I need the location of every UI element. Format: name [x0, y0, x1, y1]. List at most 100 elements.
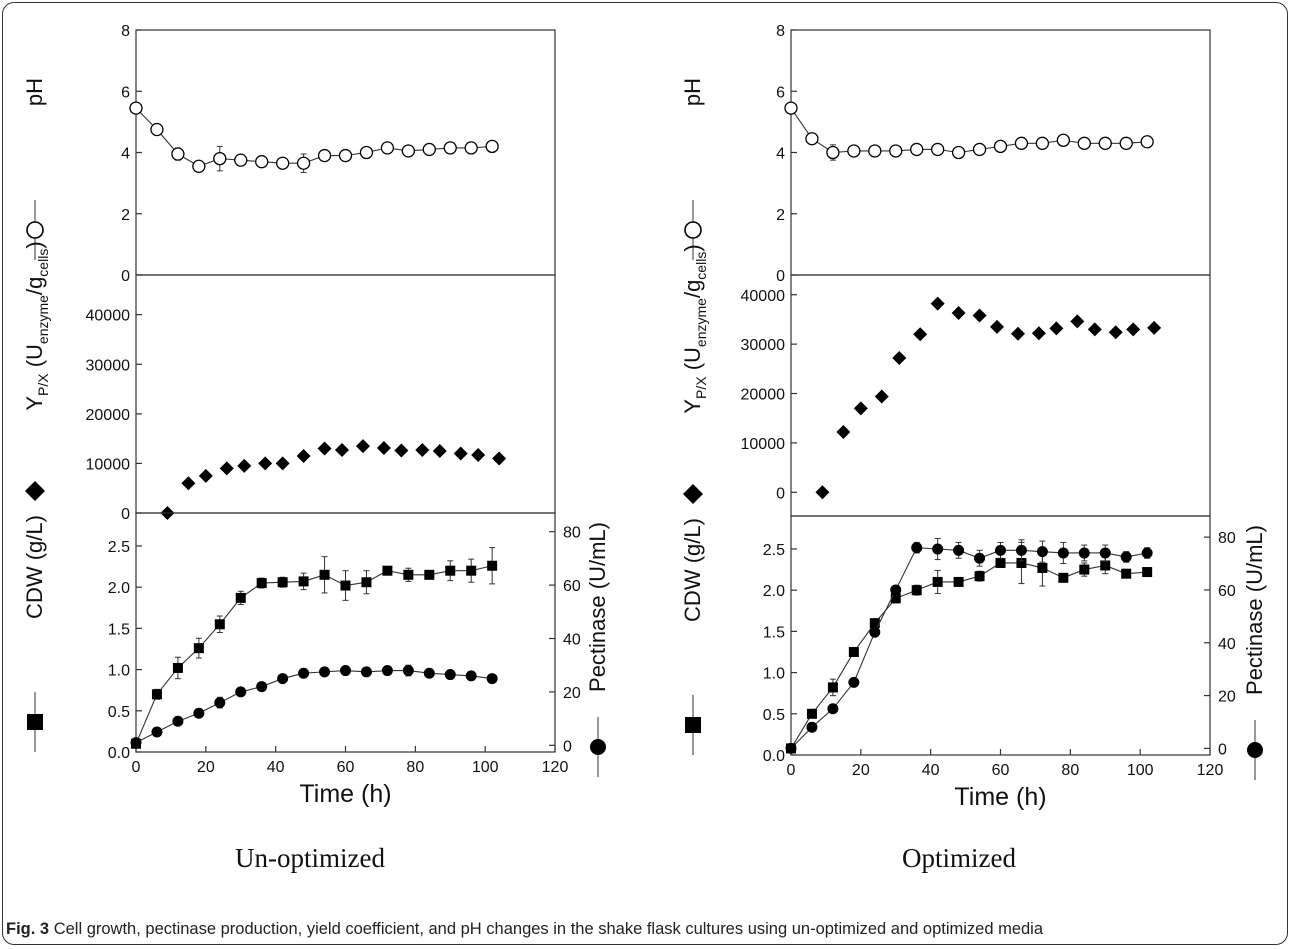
y-tick-label: 0.0 — [108, 745, 130, 762]
x-tick-label: 120 — [1197, 762, 1224, 779]
y-axis-title-ph: pH — [680, 78, 705, 260]
data-point — [1078, 547, 1090, 559]
data-point — [338, 148, 353, 163]
subplot-yield: 0 10000 20000 30000 40000 YP/X (Uenzyme/gcell… — [680, 244, 1211, 517]
y-axis-title: YP/X (Uenzyme/gcells) — [680, 244, 709, 413]
legend-marker — [683, 484, 703, 504]
data-point — [848, 646, 859, 657]
data-point — [869, 626, 881, 638]
y2-tick-label: 40 — [563, 632, 581, 649]
data-point — [1099, 547, 1111, 559]
data-point — [1077, 136, 1091, 150]
y-tick-label: 1.5 — [763, 624, 785, 641]
data-point — [1140, 135, 1154, 149]
panel-label-optimized: Optimized — [902, 843, 1016, 873]
x-tick-label: 20 — [197, 759, 215, 776]
data-point — [298, 576, 309, 587]
caption-label: Fig. 3 — [6, 920, 50, 938]
y-tick-label: 0.5 — [763, 707, 785, 724]
data-point — [1049, 321, 1064, 336]
y-axis-title-part: P/X — [693, 376, 709, 399]
y-axis-title-yield: YP/X (Uenzyme/gcells) — [22, 241, 51, 501]
data-point — [847, 144, 861, 158]
y-tick-label: 8 — [776, 23, 785, 40]
data-point — [237, 458, 252, 473]
series-line — [790, 562, 1148, 749]
data-point — [277, 577, 288, 588]
data-point — [319, 666, 331, 678]
y2-tick-label: 0 — [1218, 741, 1227, 758]
data-point — [913, 327, 928, 342]
plot-frame — [790, 274, 1211, 517]
data-point — [1035, 136, 1050, 150]
data-point — [296, 156, 311, 170]
data-point — [784, 101, 798, 115]
data-point — [361, 577, 372, 588]
data-point — [974, 571, 985, 582]
data-point — [258, 456, 273, 471]
y2-tick-label: 40 — [1218, 636, 1236, 653]
data-point — [401, 144, 416, 158]
series-line — [790, 107, 1148, 154]
y-tick-label: 40000 — [86, 308, 131, 325]
x-tick-label: 80 — [406, 759, 424, 776]
data-point — [471, 447, 486, 462]
y2-axis-title-group: Pectinase (U/mL) — [585, 522, 610, 777]
data-point — [234, 153, 248, 167]
y-axis-title-growth: CDW (g/L) — [680, 518, 705, 755]
data-point — [972, 308, 987, 323]
data-point — [465, 670, 477, 682]
data-point — [1070, 314, 1085, 329]
y-axis-title-yield: YP/X (Uenzyme/gcells) — [680, 244, 709, 504]
x-tick-label: 60 — [992, 762, 1010, 779]
y-axis-title-part: P/X — [35, 373, 51, 396]
data-point — [868, 144, 882, 158]
y-axis-title-part: ) — [680, 244, 705, 251]
data-point — [340, 580, 351, 591]
legend-marker — [27, 714, 43, 730]
data-point — [827, 682, 838, 693]
data-point — [466, 565, 477, 576]
y-axis-title: CDW (g/L) — [22, 515, 47, 619]
data-point — [360, 666, 372, 678]
data-point — [853, 401, 868, 416]
data-point — [1126, 322, 1141, 337]
y2-tick-label: 0 — [563, 738, 572, 755]
y-axis-title-part: (U — [22, 344, 47, 373]
series-line — [790, 547, 1148, 749]
data-point — [381, 665, 393, 677]
data-point — [193, 643, 204, 654]
data-point — [130, 737, 142, 749]
y-tick-label: 10000 — [741, 436, 786, 453]
data-point — [394, 443, 409, 458]
y-tick-label: 0.0 — [763, 748, 785, 765]
data-point — [424, 569, 435, 580]
y-tick-label: 0 — [776, 485, 785, 502]
data-point — [1057, 547, 1069, 559]
y-tick-label: 30000 — [741, 337, 786, 354]
data-point — [890, 584, 902, 596]
data-point — [382, 565, 393, 576]
data-point — [1079, 564, 1090, 575]
data-point — [298, 667, 310, 679]
data-point — [256, 681, 268, 693]
data-point — [785, 742, 797, 754]
data-point — [1100, 560, 1111, 571]
y-axis-title: YP/X (Uenzyme/gcells) — [22, 241, 51, 410]
legend-marker — [25, 481, 45, 501]
y-axis-title-part: enzyme — [35, 295, 51, 344]
x-tick-label: 100 — [1127, 762, 1154, 779]
y-tick-label: 20000 — [86, 407, 131, 424]
data-point — [235, 592, 246, 603]
data-point — [827, 703, 839, 715]
series-pectinase — [130, 664, 498, 749]
data-point — [869, 618, 880, 629]
y-tick-label: 2.0 — [763, 583, 785, 600]
data-point — [193, 707, 205, 719]
y2-axis-title: Pectinase (U/mL) — [585, 522, 610, 692]
data-point — [1031, 326, 1046, 341]
data-point — [932, 576, 943, 587]
